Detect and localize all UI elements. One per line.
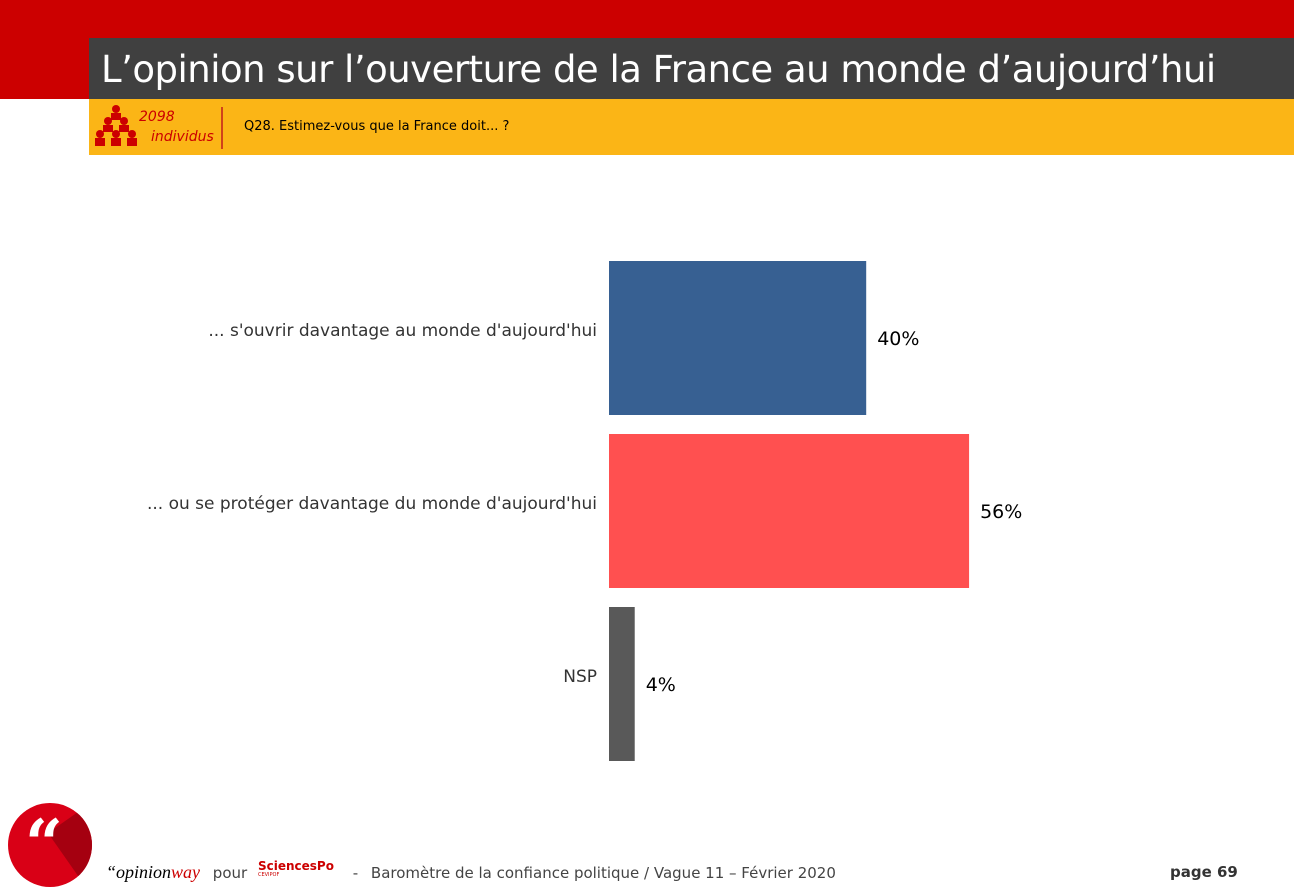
value-label: 4% [646, 674, 676, 696]
page-number: page 69 [1170, 863, 1238, 881]
cevipof-label: CEVIPOF [257, 872, 280, 878]
sample-count: 2098 [139, 109, 175, 125]
sample-size: 2098 individus [139, 107, 214, 147]
quote-icon: “ [25, 805, 63, 883]
category-label: ... ou se protéger davantage du monde d'… [147, 494, 597, 514]
brand-way: way [171, 862, 201, 882]
footer-separator: - [352, 864, 359, 882]
value-label: 56% [980, 501, 1022, 523]
category-label: NSP [563, 667, 597, 687]
sciencespo-name: SciencesPo [257, 859, 334, 873]
page-title: L’opinion sur l’ouverture de la France a… [89, 38, 1294, 99]
divider [221, 107, 223, 149]
footer: “opinionway pour SciencesPo CEVIPOF - Ba… [106, 860, 836, 883]
bar-chart: ... s'ouvrir davantage au monde d'aujour… [147, 261, 1022, 761]
quote-logo: “ [8, 803, 92, 887]
bar [609, 434, 970, 588]
category-label: ... s'ouvrir davantage au monde d'aujour… [208, 321, 597, 341]
brand-opinion: “opinion [106, 862, 172, 882]
people-icon [95, 105, 137, 146]
sciencespo-logo: SciencesPo CEVIPOF [258, 860, 334, 878]
pour-text: pour [212, 864, 248, 882]
question-bar: 2098 individus Q28. Estimez-vous que la … [89, 99, 1294, 155]
question-text: Q28. Estimez-vous que la France doit... … [244, 119, 510, 134]
footer-description: Baromètre de la confiance politique / Va… [370, 864, 836, 882]
sample-label: individus [151, 129, 214, 145]
bar [609, 261, 867, 415]
opinionway-logo: “opinionway [106, 862, 200, 882]
bar [609, 607, 635, 761]
value-label: 40% [877, 328, 919, 350]
